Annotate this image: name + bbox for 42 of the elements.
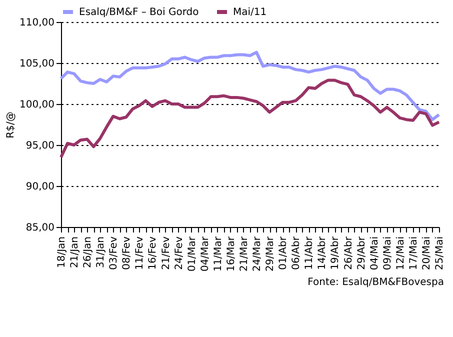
x-tick-label: 04/Mai bbox=[369, 236, 380, 270]
y-tick-label: 90,00 bbox=[26, 182, 54, 192]
x-tick-label: 25/Mai bbox=[434, 236, 446, 270]
x-tick-label: 06/Abr bbox=[291, 236, 302, 270]
x-tick-label: 01/Mar bbox=[186, 236, 198, 272]
legend-label: Esalq/BM&F – Boi Gordo bbox=[79, 7, 199, 18]
x-tick-label: 21/Fev bbox=[160, 236, 172, 270]
x-tick-label: 26/Jan bbox=[82, 236, 94, 268]
x-tick-label: 11/Fev bbox=[134, 236, 146, 270]
x-tick-label: 12/Mai bbox=[395, 236, 406, 270]
x-tick-label: 20/Mai bbox=[421, 236, 432, 270]
y-axis-title: R$/@ bbox=[6, 112, 17, 138]
y-tick-label: 100,00 bbox=[20, 100, 54, 110]
x-tick-label: 21/Jan bbox=[70, 236, 81, 268]
x-tick-label: 26/Abr bbox=[343, 236, 354, 270]
y-tick-label: 95,00 bbox=[26, 140, 54, 152]
x-tick-label: 16/Fev bbox=[148, 236, 159, 270]
x-tick-label: 18/Jan bbox=[56, 236, 68, 268]
x-tick-label: 11/Abr bbox=[304, 236, 316, 270]
x-tick-label: 19/Abr bbox=[330, 236, 342, 270]
x-tick-label: 14/Abr bbox=[317, 236, 328, 270]
x-tick-label: 01/Abr bbox=[278, 236, 290, 270]
x-tick-label: 21/Mar bbox=[238, 236, 250, 272]
y-tick-label: 110,00 bbox=[20, 18, 54, 28]
y-tick-label: 85,00 bbox=[26, 222, 54, 234]
y-tick-label: 105,00 bbox=[20, 58, 54, 70]
x-tick-label: 29/Mar bbox=[265, 236, 276, 272]
x-tick-label: 31/Jan bbox=[96, 236, 107, 268]
x-tick-label: 24/Mar bbox=[252, 236, 264, 272]
x-tick-label: 09/Mai bbox=[382, 236, 394, 270]
line-series bbox=[60, 78, 440, 159]
x-tick-label: 24/Fev bbox=[174, 236, 185, 270]
x-tick-label: 03/Fev bbox=[108, 236, 120, 270]
line-series bbox=[60, 50, 440, 122]
x-tick-label: 16/Mar bbox=[226, 236, 237, 272]
legend-label: Mai/11 bbox=[233, 7, 267, 18]
x-tick-label: 29/Abr bbox=[356, 236, 368, 270]
x-tick-label: 11/Mar bbox=[212, 236, 224, 272]
source-note: Fonte: Esalq/BM&FBovespa bbox=[308, 276, 444, 288]
x-tick-label: 17/Mai bbox=[408, 236, 420, 270]
x-tick-label: 08/Fev bbox=[122, 236, 133, 270]
x-tick-label: 04/Mar bbox=[200, 236, 211, 272]
